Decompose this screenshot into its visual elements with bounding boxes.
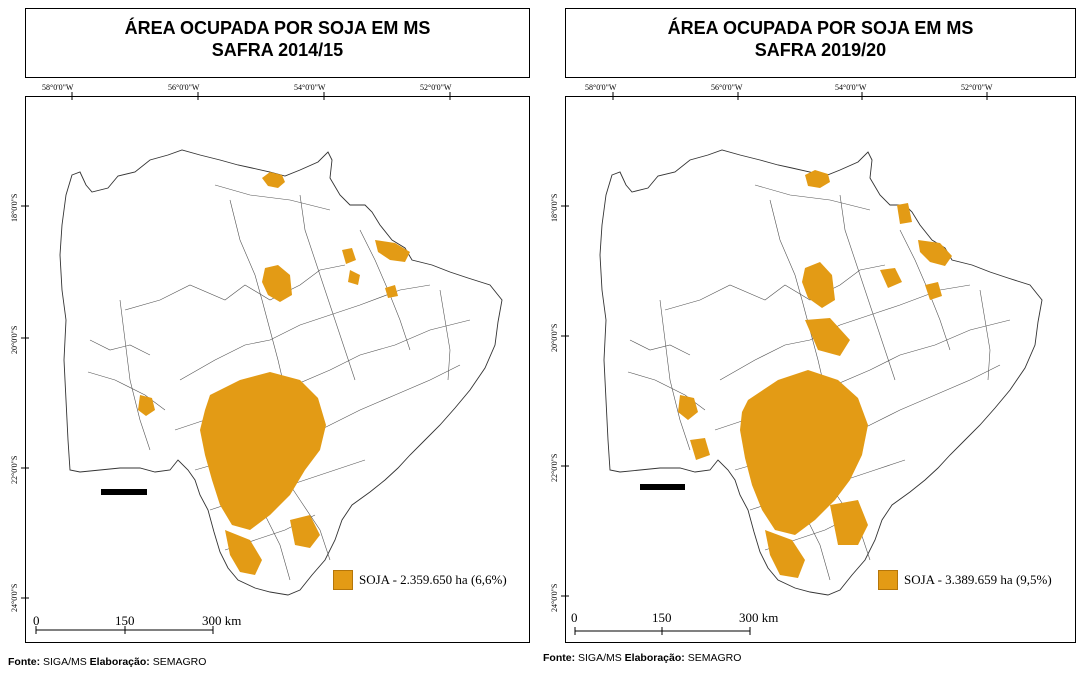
- lon-label: 54°0'0"W: [835, 83, 867, 92]
- map-title-line1: ÁREA OCUPADA POR SOJA EM MS: [124, 18, 431, 38]
- source-value: SIGA/MS: [40, 656, 90, 668]
- lon-label: 56°0'0"W: [168, 83, 200, 92]
- lon-label: 52°0'0"W: [420, 83, 452, 92]
- author-value: SEMAGRO: [149, 656, 207, 668]
- lon-label: 58°0'0"W: [42, 83, 74, 92]
- author-label: Elaboração:: [89, 656, 150, 668]
- soy-areas: [138, 172, 410, 575]
- author-label: Elaboração:: [624, 652, 685, 664]
- map-left: [21, 92, 503, 634]
- source-credit-right: Fonte: SIGA/MS Elaboração: SEMAGRO: [543, 652, 741, 664]
- source-label: Fonte:: [543, 652, 576, 664]
- scale-label: 0: [571, 610, 578, 625]
- scale-label: 300 km: [202, 613, 242, 628]
- source-value: SIGA/MS: [575, 652, 625, 664]
- soy-areas: [678, 170, 952, 578]
- source-credit-left: Fonte: SIGA/MS Elaboração: SEMAGRO: [8, 656, 206, 668]
- scale-bar: [574, 627, 751, 635]
- lon-label: 56°0'0"W: [711, 83, 743, 92]
- lon-label: 54°0'0"W: [294, 83, 326, 92]
- author-value: SEMAGRO: [684, 652, 742, 664]
- soy-swatch: [878, 570, 898, 590]
- scale-bar: [35, 626, 214, 634]
- map-right: [561, 92, 1043, 635]
- scale-label: 0: [33, 613, 40, 628]
- lon-label: 52°0'0"W: [961, 83, 993, 92]
- map-title-line2: SAFRA 2014/15: [211, 40, 344, 60]
- scale-label: 150: [652, 610, 672, 625]
- map-title-box-right: ÁREA OCUPADA POR SOJA EM MS SAFRA 2019/2…: [565, 8, 1076, 78]
- scale-bar-black: [101, 489, 147, 495]
- map-title-line2: SAFRA 2019/20: [754, 40, 887, 60]
- map-title-line1: ÁREA OCUPADA POR SOJA EM MS: [667, 18, 974, 38]
- legend-left: SOJA - 2.359.650 ha (6,6%): [333, 570, 507, 590]
- legend-label: SOJA - 3.389.659 ha (9,5%): [904, 572, 1052, 587]
- source-label: Fonte:: [8, 656, 41, 668]
- map-title-box-left: ÁREA OCUPADA POR SOJA EM MS SAFRA 2014/1…: [25, 8, 530, 78]
- scale-bar-black: [640, 484, 685, 490]
- legend-label: SOJA - 2.359.650 ha (6,6%): [359, 572, 507, 587]
- scale-label: 150: [115, 613, 135, 628]
- soy-swatch: [333, 570, 353, 590]
- scale-label: 300 km: [739, 610, 779, 625]
- lon-label: 58°0'0"W: [585, 83, 617, 92]
- legend-right: SOJA - 3.389.659 ha (9,5%): [878, 570, 1052, 590]
